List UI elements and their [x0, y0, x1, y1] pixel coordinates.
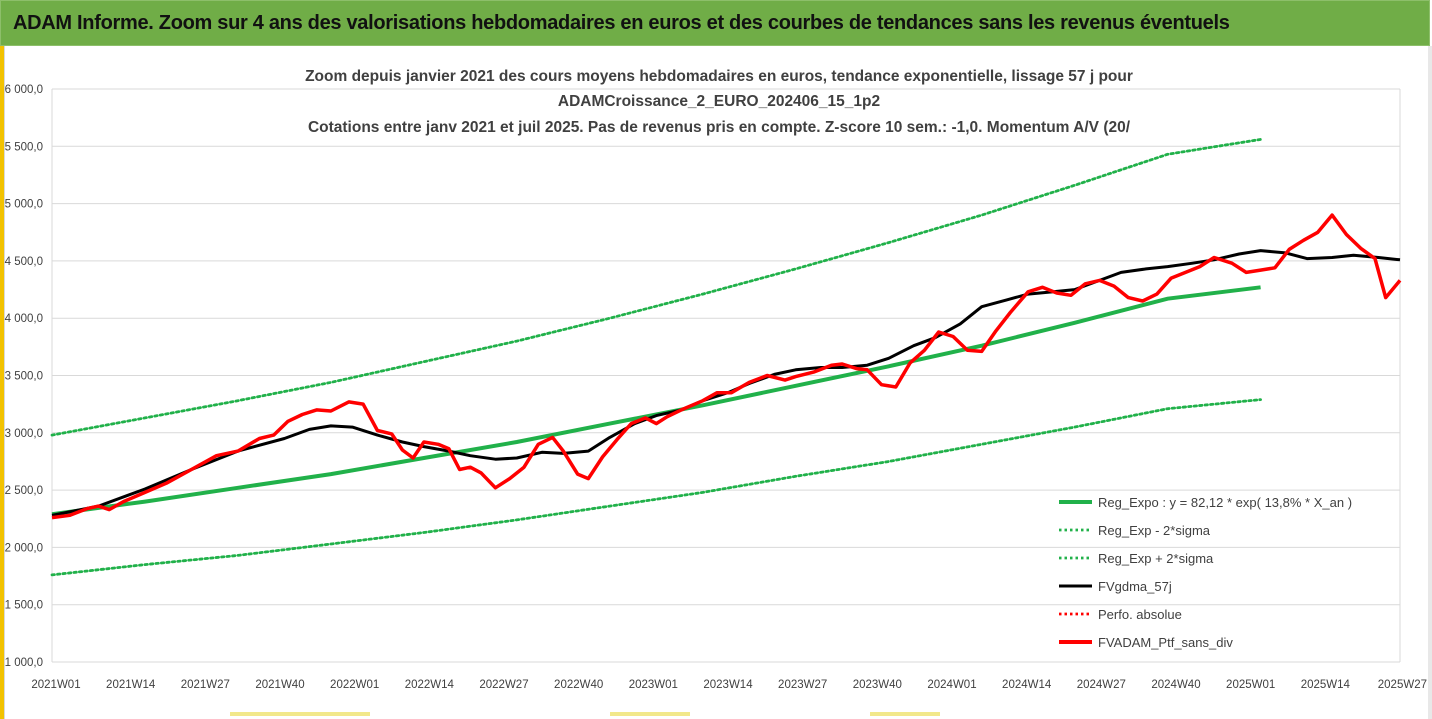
x-tick-label: 2023W14 [703, 679, 753, 691]
series-group [50, 137, 1402, 577]
series-upper-2sigma [50, 137, 1262, 437]
y-tick-label: 3 000,0 [5, 428, 43, 440]
legend-label-trend: Reg_Expo : y = 82,12 * exp( 13,8% * X_an… [1098, 495, 1352, 510]
x-tick-label: 2022W14 [405, 679, 455, 691]
y-tick-label: 3 500,0 [5, 371, 43, 383]
chart-title-group: Zoom depuis janvier 2021 des cours moyen… [305, 68, 1133, 136]
y-tick-label: 5 500,0 [5, 141, 43, 153]
x-tick-label: 2021W40 [255, 679, 304, 691]
x-tick-label: 2022W01 [330, 679, 379, 691]
x-tick-label: 2025W14 [1301, 679, 1351, 691]
x-tick-label: 2024W40 [1151, 679, 1200, 691]
series-lower-2sigma [50, 398, 1262, 577]
y-axis-ticks: 1 000,0 1 500,0 2 000,0 2 500,0 3 000,0 3 500… [5, 84, 43, 669]
banner-title: ADAM Informe. Zoom sur 4 ans des valoris… [13, 12, 1230, 34]
y-tick-label: 6 000,0 [5, 84, 43, 96]
x-tick-label: 2023W01 [629, 679, 678, 691]
x-tick-label: 2024W01 [927, 679, 976, 691]
legend-label-ptf: FVADAM_Ptf_sans_div [1098, 635, 1233, 650]
chart-title-line-2: ADAMCroissance_2_EURO_202406_15_1p2 [558, 93, 880, 110]
bottom-accent-bar [870, 712, 940, 716]
x-axis-ticks: 2021W01 2021W14 2021W27 2021W40 2022W01 2022W… [31, 679, 1427, 691]
x-tick-label: 2022W27 [479, 679, 528, 691]
x-tick-label: 2021W27 [181, 679, 230, 691]
x-tick-label: 2021W01 [31, 679, 80, 691]
x-tick-label: 2023W40 [853, 679, 902, 691]
x-tick-label: 2025W27 [1378, 679, 1427, 691]
y-tick-label: 1 500,0 [5, 600, 43, 612]
x-tick-label: 2025W01 [1226, 679, 1275, 691]
x-tick-label: 2024W27 [1077, 679, 1126, 691]
bottom-accent-bar [610, 712, 690, 716]
legend-label-ma: FVgdma_57j [1098, 579, 1172, 594]
x-tick-label: 2021W14 [106, 679, 156, 691]
legend-label-lower: Reg_Exp - 2*sigma [1098, 523, 1211, 538]
legend-label-perf: Perfo. absolue [1098, 607, 1182, 622]
y-tick-label: 5 000,0 [5, 199, 43, 211]
right-edge-strip [1428, 46, 1432, 719]
series-moving-average [51, 249, 1401, 517]
series-portfolio [51, 213, 1402, 520]
x-tick-label: 2022W40 [554, 679, 603, 691]
left-accent-strip [0, 46, 4, 719]
chart-frame [4, 46, 1429, 719]
chart-title-line-1: Zoom depuis janvier 2021 des cours moyen… [305, 68, 1133, 85]
legend: Reg_Expo : y = 82,12 * exp( 13,8% * X_an… [1059, 495, 1352, 650]
grid-lines [51, 88, 1401, 663]
y-tick-label: 1 000,0 [5, 657, 43, 669]
y-tick-label: 2 500,0 [5, 485, 43, 497]
header-banner: ADAM Informe. Zoom sur 4 ans des valoris… [0, 0, 1430, 46]
x-tick-label: 2024W14 [1002, 679, 1052, 691]
bottom-accent-bar [230, 712, 370, 716]
y-tick-label: 4 500,0 [5, 256, 43, 268]
chart-title-line-3: Cotations entre janv 2021 et juil 2025. … [308, 119, 1131, 136]
x-tick-label: 2023W27 [778, 679, 827, 691]
y-tick-label: 4 000,0 [5, 313, 43, 325]
legend-label-upper: Reg_Exp + 2*sigma [1098, 551, 1214, 566]
y-tick-label: 2 000,0 [5, 542, 43, 554]
